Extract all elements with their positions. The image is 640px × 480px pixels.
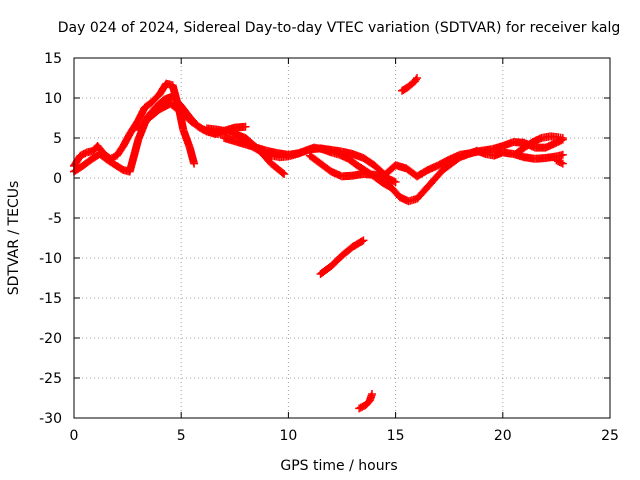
data-trail [380, 179, 394, 191]
data-trail [146, 106, 163, 122]
y-tick-label: 5 [53, 131, 62, 147]
data-point [368, 390, 377, 398]
data-trail [163, 80, 176, 89]
series-arc-i [552, 156, 567, 168]
data-trail [114, 162, 127, 174]
series-arc-j [398, 74, 422, 95]
data-trail [414, 186, 429, 202]
data-trail [126, 137, 142, 175]
y-tick-label: 0 [53, 171, 62, 187]
data-trail [399, 83, 412, 94]
data-trail [512, 144, 528, 158]
data-point [391, 178, 400, 186]
x-tick-label: 25 [601, 428, 619, 444]
data-trail [126, 117, 142, 137]
data-trail [105, 157, 120, 170]
data-trail [71, 162, 86, 175]
data-trail [242, 135, 262, 153]
plot-frame [73, 57, 611, 419]
y-tick-label: -25 [39, 371, 62, 387]
data-point [190, 159, 199, 168]
axis-ticks: 0 5 10 15 20 25 -30 -25 -20 -15 -10 -5 0 5 10 15 [39, 51, 619, 444]
data-trail [70, 152, 84, 169]
series-arc-h [511, 132, 567, 158]
data-trail [108, 152, 120, 162]
data-trail [186, 145, 198, 167]
series-arc-g [305, 151, 400, 186]
data-trail [268, 160, 287, 178]
y-tick-label: -15 [39, 291, 62, 307]
data-trail [414, 166, 431, 180]
data-trail [356, 402, 368, 412]
data-trail [189, 118, 206, 133]
data-point [241, 122, 250, 131]
data-trail [96, 150, 112, 164]
data-trail [405, 78, 418, 90]
y-tick-label: -20 [39, 331, 62, 347]
data-point [558, 159, 567, 168]
y-tick-label: -30 [39, 411, 62, 427]
data-trail [178, 109, 195, 125]
data-trail [521, 138, 536, 151]
data-trail [79, 156, 94, 170]
data-trail [148, 91, 163, 106]
data-trail [78, 149, 90, 159]
data-trail [411, 75, 420, 84]
chart-title: Day 024 of 2024, Sidereal Day-to-day VTE… [58, 20, 620, 36]
x-tick-label: 20 [494, 428, 512, 444]
data-point [280, 170, 289, 178]
data-trail [113, 143, 127, 159]
data-trail [328, 252, 345, 269]
y-axis-label: SDTVAR / TECUs [6, 181, 22, 296]
data-trail [307, 152, 324, 167]
data-trail [84, 147, 96, 156]
data-trail [345, 155, 360, 169]
data-trail [169, 93, 185, 109]
data-trail [448, 154, 463, 167]
data-trail [362, 397, 373, 408]
y-tick-label: -10 [39, 251, 62, 267]
data-point [359, 236, 368, 245]
data-trail [179, 127, 194, 151]
y-tick-label: 15 [44, 51, 62, 67]
data-point [413, 74, 422, 82]
data-trail [360, 154, 377, 169]
data-trail [388, 184, 403, 200]
x-axis-label: GPS time / hours [280, 458, 397, 474]
x-tick-label: 5 [177, 428, 186, 444]
data-trail [152, 96, 167, 111]
data-trail [554, 136, 566, 146]
data-trail [317, 160, 334, 175]
data-trail [255, 146, 275, 167]
series-arc-l [355, 390, 377, 413]
data-trail [90, 143, 101, 154]
data-trail [366, 391, 376, 403]
data-point [558, 150, 567, 159]
data-trail [167, 100, 185, 116]
data-trail [354, 162, 369, 174]
data-trail [339, 243, 356, 259]
y-tick-label: 10 [44, 91, 62, 107]
data-trail [156, 80, 170, 97]
data-trail [350, 237, 367, 250]
data-points [70, 74, 567, 413]
data-trail [554, 157, 566, 167]
x-tick-label: 15 [387, 428, 405, 444]
x-tick-label: 10 [279, 428, 297, 444]
data-trail [422, 176, 438, 192]
data-point [558, 134, 567, 142]
data-trail [554, 151, 566, 160]
data-trail [94, 143, 107, 157]
y-tick-label: -5 [48, 211, 62, 227]
series-arc-k [316, 236, 368, 278]
x-tick-label: 0 [70, 428, 79, 444]
data-trail [317, 263, 334, 277]
data-trail [142, 99, 154, 111]
data-trail [439, 160, 455, 174]
series-arc-f [202, 124, 289, 178]
data-trail [431, 167, 446, 183]
data-trail [135, 115, 152, 133]
